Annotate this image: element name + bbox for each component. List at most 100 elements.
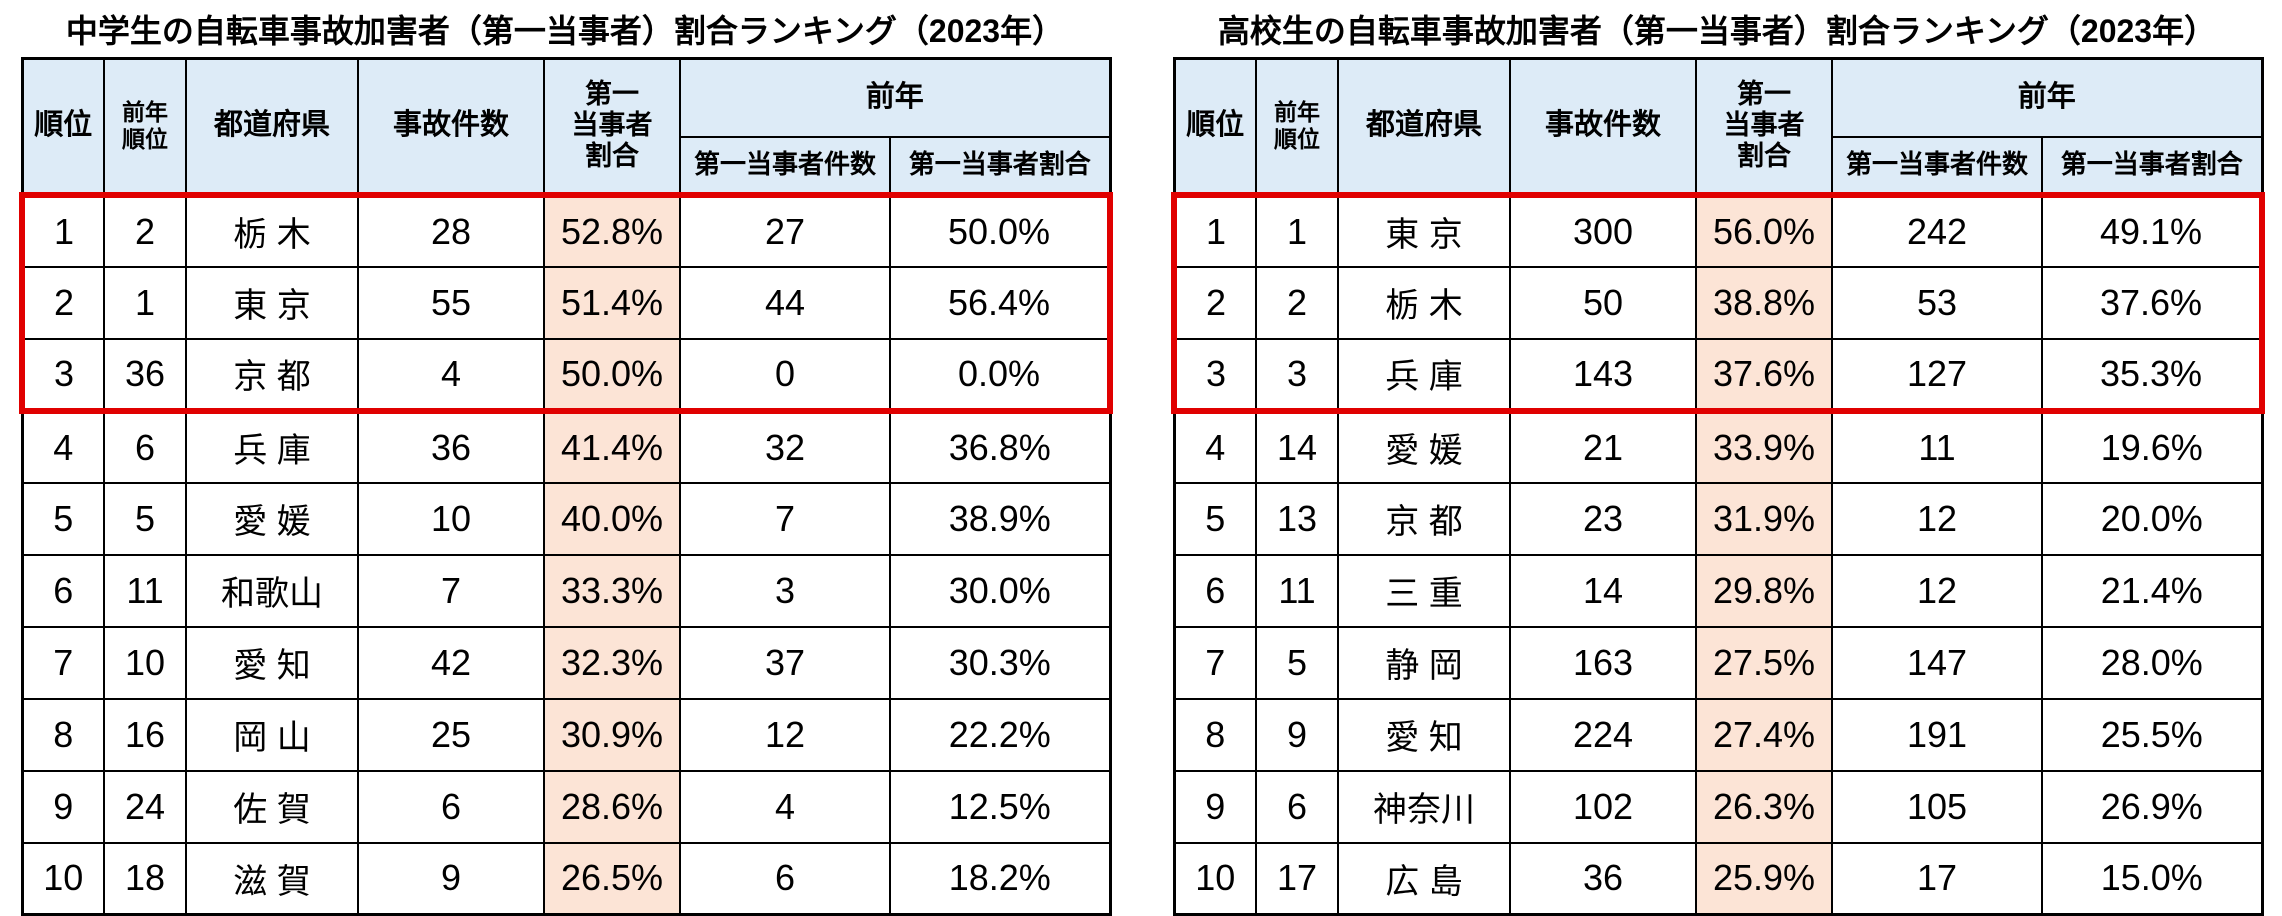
first-party-ratio-cell: 40.0% [543,481,681,556]
prev-rank-cell: 6 [1255,769,1339,844]
rank-cell: 3 [1171,337,1257,414]
prefecture-cell: 岡 山 [185,697,359,772]
table-row: 5 13 京 都 23 31.9% 12 20.0% [1173,481,2264,556]
prev-year-ratio-cell: 15.0% [2040,841,2264,916]
prefecture-cell: 京 都 [185,337,359,414]
prev-year-ratio-cell: 28.0% [2040,625,2264,700]
prefecture-cell: 愛 媛 [1337,409,1511,484]
prefecture-cell: 栃 木 [1337,265,1511,340]
accidents-cell: 9 [357,841,545,916]
prev-rank-cell: 14 [1255,409,1339,484]
prev-year-group-header: 前年 [1830,57,2264,138]
prev-year-ratio-cell: 22.2% [888,697,1112,772]
accidents-cell: 55 [357,265,545,340]
prev-year-ratio-header: 第一当事者割合 [888,135,1112,196]
accidents-cell: 21 [1509,409,1697,484]
first-party-ratio-cell: 28.6% [543,769,681,844]
prev-year-count-cell: 147 [1831,625,2043,700]
rank-cell: 8 [21,697,105,772]
prev-year-count-cell: 12 [679,697,891,772]
prev-year-ratio-cell: 30.3% [888,625,1112,700]
accidents-header: 事故件数 [1509,57,1697,196]
first-party-ratio-cell: 32.3% [543,625,681,700]
prev-rank-cell: 11 [103,553,187,628]
prev-year-ratio-cell: 38.9% [888,481,1112,556]
prefecture-cell: 兵 庫 [1337,337,1511,414]
prev-rank-cell: 16 [103,697,187,772]
rank-cell: 3 [19,337,105,414]
prefecture-cell: 栃 木 [185,191,359,268]
prev-rank-header: 前年 順位 [1255,57,1339,196]
table-row: 8 16 岡 山 25 30.9% 12 22.2% [21,697,1112,772]
rank-cell: 6 [1173,553,1257,628]
first-party-ratio-cell: 50.0% [543,337,681,414]
junior-high-table-title: 中学生の自転車事故加害者（第一当事者）割合ランキング（2023年） [65,13,1065,49]
prev-year-ratio-cell: 20.0% [2040,481,2264,556]
first-party-ratio-cell: 26.5% [543,841,681,916]
prev-year-count-cell: 191 [1831,697,2043,772]
first-party-ratio-cell: 30.9% [543,697,681,772]
rank-cell: 10 [1173,841,1257,916]
accidents-cell: 25 [357,697,545,772]
prev-year-ratio-cell: 30.0% [888,553,1112,628]
accidents-cell: 36 [1509,841,1697,916]
prev-year-count-cell: 242 [1831,191,2043,268]
rank-cell: 4 [1173,409,1257,484]
accidents-cell: 42 [357,625,545,700]
prefecture-cell: 兵 庫 [185,409,359,484]
prev-year-ratio-cell: 21.4% [2040,553,2264,628]
rank-cell: 2 [19,265,105,340]
first-party-ratio-cell: 56.0% [1695,191,1833,268]
prev-year-count-header: 第一当事者件数 [1831,135,2043,196]
prev-year-count-cell: 37 [679,625,891,700]
prev-year-count-cell: 4 [679,769,891,844]
table-row: 9 6 神奈川 102 26.3% 105 26.9% [1173,769,2264,844]
first-party-ratio-header: 第一 当事者 割合 [543,57,681,196]
prev-rank-header: 前年 順位 [103,57,187,196]
rank-cell: 1 [1171,191,1257,268]
prev-rank-cell: 1 [1255,191,1339,268]
prefecture-cell: 東 京 [1337,191,1511,268]
rank-cell: 10 [21,841,105,916]
prev-year-count-cell: 12 [1831,481,2043,556]
prefecture-cell: 東 京 [185,265,359,340]
prefecture-header: 都道府県 [1337,57,1511,196]
prev-year-ratio-cell: 50.0% [888,191,1114,268]
rank-cell: 6 [21,553,105,628]
first-party-ratio-cell: 37.6% [1695,337,1833,414]
rank-cell: 7 [1173,625,1257,700]
accidents-cell: 7 [357,553,545,628]
prev-year-count-cell: 127 [1831,337,2043,414]
prev-year-ratio-cell: 19.6% [2040,409,2264,484]
first-party-ratio-cell: 25.9% [1695,841,1833,916]
prev-year-count-cell: 3 [679,553,891,628]
prev-rank-cell: 1 [103,265,187,340]
prev-year-ratio-cell: 35.3% [2040,337,2266,414]
prev-year-ratio-cell: 26.9% [2040,769,2264,844]
rank-cell: 2 [1171,265,1257,340]
accidents-cell: 300 [1509,191,1697,268]
first-party-ratio-cell: 52.8% [543,191,681,268]
accidents-cell: 163 [1509,625,1697,700]
prev-year-count-cell: 12 [1831,553,2043,628]
prev-rank-cell: 36 [103,337,187,414]
first-party-ratio-cell: 38.8% [1695,265,1833,340]
accidents-cell: 6 [357,769,545,844]
first-party-ratio-cell: 33.9% [1695,409,1833,484]
accidents-cell: 102 [1509,769,1697,844]
accidents-cell: 36 [357,409,545,484]
prev-rank-cell: 13 [1255,481,1339,556]
table-row: 7 10 愛 知 42 32.3% 37 30.3% [21,625,1112,700]
prev-rank-cell: 24 [103,769,187,844]
table-header: 順位 前年 順位 都道府県 事故件数 第一 当事者 割合 前年 第一当事者件数 … [1173,57,2264,196]
rank-cell: 7 [21,625,105,700]
prev-year-count-cell: 0 [679,337,891,414]
table-row: 6 11 和歌山 7 33.3% 3 30.0% [21,553,1112,628]
rank-cell: 4 [21,409,105,484]
accidents-cell: 224 [1509,697,1697,772]
prefecture-cell: 静 岡 [1337,625,1511,700]
